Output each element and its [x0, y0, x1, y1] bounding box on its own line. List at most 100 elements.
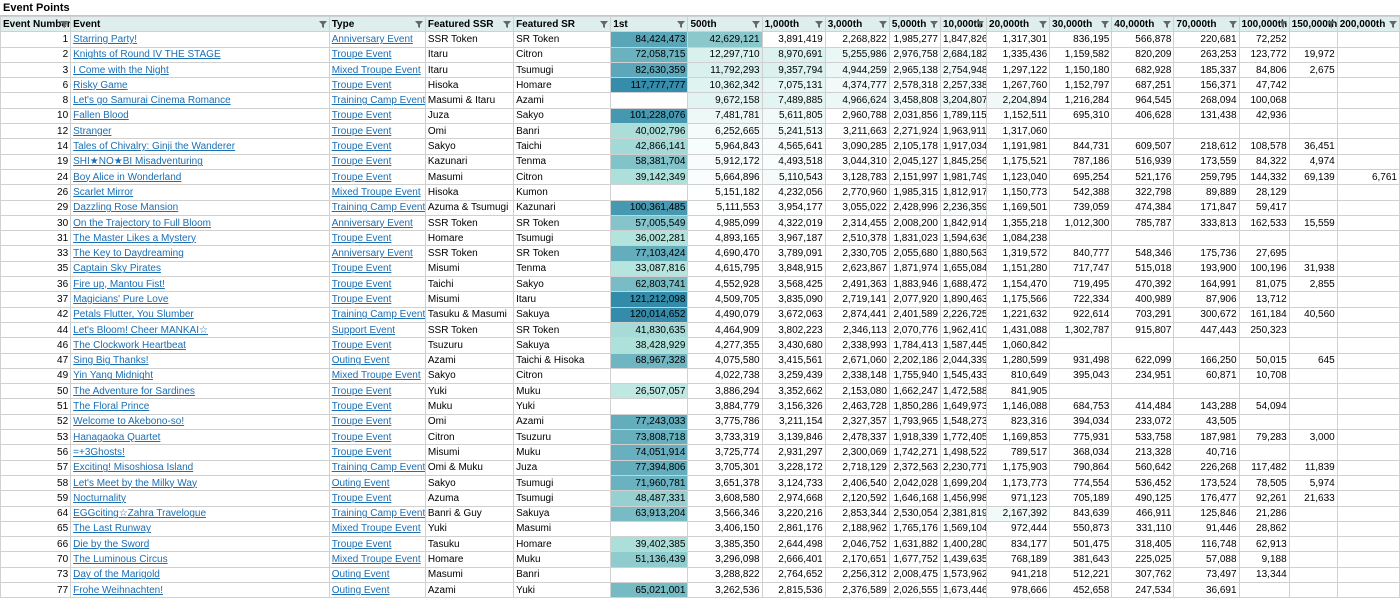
table-cell[interactable] [1049, 337, 1113, 354]
table-cell[interactable]: 3,211,154 [761, 413, 826, 431]
table-cell[interactable]: 43,505 [1173, 413, 1240, 431]
table-cell[interactable]: 4,974 [1288, 153, 1338, 170]
table-cell[interactable]: Tenma [513, 153, 612, 170]
table-cell[interactable]: Muku [513, 444, 612, 461]
filter-icon[interactable] [751, 21, 760, 28]
table-cell[interactable]: 42,866,141 [610, 138, 689, 155]
table-cell[interactable] [1288, 321, 1338, 339]
table-cell[interactable]: 10,708 [1238, 367, 1290, 385]
table-cell[interactable]: 6,252,665 [687, 123, 763, 140]
event-link[interactable]: Nocturnality [73, 492, 126, 504]
table-cell[interactable]: 9,357,794 [761, 61, 826, 79]
type-link[interactable]: Troupe Event [331, 232, 392, 244]
table-cell[interactable]: Troupe Event [328, 398, 426, 415]
table-cell[interactable]: 2,188,962 [824, 520, 890, 538]
type-link[interactable]: Troupe Event [331, 125, 392, 137]
table-cell[interactable]: Tenma [513, 260, 612, 278]
table-cell[interactable]: Troupe Event [328, 77, 426, 94]
table-cell[interactable]: 1,146,088 [986, 398, 1051, 415]
table-cell[interactable]: 3,156,326 [761, 398, 826, 415]
table-cell[interactable]: 65,021,001 [610, 581, 689, 599]
table-cell[interactable]: Muku [513, 551, 612, 568]
table-cell[interactable]: 1,742,271 [888, 444, 941, 461]
table-cell[interactable]: 74,051,914 [610, 444, 689, 461]
table-cell[interactable]: 171,847 [1173, 199, 1240, 216]
table-cell[interactable]: 3,128,783 [824, 168, 890, 186]
table-cell[interactable]: Yuki [513, 581, 612, 599]
type-link[interactable]: Troupe Event [331, 171, 392, 183]
table-cell[interactable]: Exciting! Misoshiosa Island [70, 459, 330, 476]
table-cell[interactable]: 44 [0, 321, 72, 339]
table-cell[interactable]: 57 [0, 459, 72, 476]
table-cell[interactable] [1288, 291, 1338, 308]
table-cell[interactable]: 515,018 [1111, 260, 1175, 278]
table-cell[interactable]: 3,406,150 [687, 520, 763, 538]
table-cell[interactable]: 2,257,338 [939, 77, 988, 94]
table-cell[interactable]: Scarlet Mirror [70, 184, 330, 201]
table-cell[interactable]: Frohe Weihnachten! [70, 581, 330, 599]
table-cell[interactable]: 768,189 [986, 551, 1051, 568]
event-link[interactable]: Knights of Round IV THE STAGE [73, 49, 221, 61]
column-header[interactable]: 70,000th [1173, 15, 1240, 33]
table-cell[interactable]: 1,216,284 [1049, 92, 1113, 109]
table-cell[interactable]: Troupe Event [328, 46, 426, 63]
table-cell[interactable]: On the Trajectory to Full Bloom [70, 214, 330, 232]
table-cell[interactable]: 1,631,882 [888, 536, 941, 553]
table-cell[interactable]: Kumon [513, 184, 612, 201]
table-cell[interactable] [1173, 123, 1240, 140]
table-cell[interactable]: 785,787 [1111, 214, 1175, 232]
type-link[interactable]: Troupe Event [331, 79, 392, 91]
type-link[interactable]: Training Camp Event [331, 202, 426, 214]
type-link[interactable]: Troupe Event [331, 156, 392, 168]
table-cell[interactable]: 333,813 [1173, 214, 1240, 232]
table-cell[interactable]: SR Token [513, 321, 612, 339]
table-cell[interactable]: 26 [0, 184, 72, 201]
table-cell[interactable]: 2,960,788 [824, 107, 890, 125]
table-cell[interactable]: 7,481,781 [687, 107, 763, 125]
table-cell[interactable]: Nocturnality [70, 490, 330, 507]
table-cell[interactable]: 790,864 [1049, 459, 1113, 476]
table-cell[interactable]: 166,250 [1173, 352, 1240, 369]
table-cell[interactable]: 1,319,572 [986, 245, 1051, 262]
table-cell[interactable]: Citron [424, 429, 515, 446]
table-cell[interactable]: 695,310 [1049, 107, 1113, 125]
table-cell[interactable]: 331,110 [1111, 520, 1175, 538]
table-cell[interactable]: 4,322,019 [761, 214, 826, 232]
table-cell[interactable]: 1,871,974 [888, 260, 941, 278]
table-cell[interactable]: 2,510,378 [824, 230, 890, 247]
table-cell[interactable]: 1,150,773 [986, 184, 1051, 201]
table-cell[interactable]: 1,880,563 [939, 245, 988, 262]
table-cell[interactable]: Support Event [328, 321, 426, 339]
table-cell[interactable]: 1,772,405 [939, 429, 988, 446]
event-link[interactable]: Boy Alice in Wonderland [73, 171, 182, 183]
table-cell[interactable]: 834,177 [986, 536, 1051, 553]
table-cell[interactable]: 2,578,318 [888, 77, 941, 94]
table-cell[interactable]: 60,871 [1173, 367, 1240, 385]
table-cell[interactable]: 36 [0, 276, 72, 293]
table-cell[interactable]: 36,002,281 [610, 230, 689, 247]
event-link[interactable]: Let's go Samurai Cinema Romance [73, 95, 231, 107]
table-cell[interactable]: 447,443 [1173, 321, 1240, 339]
table-cell[interactable]: 11,792,293 [687, 61, 763, 79]
table-cell[interactable]: 2,202,186 [888, 352, 941, 369]
table-cell[interactable]: 307,762 [1111, 566, 1175, 583]
table-cell[interactable]: 51,136,439 [610, 551, 689, 568]
table-cell[interactable]: 5,110,543 [761, 168, 826, 186]
table-cell[interactable]: 2,463,728 [824, 398, 890, 415]
table-cell[interactable]: 84,806 [1238, 61, 1290, 79]
table-cell[interactable]: Yuki [513, 398, 612, 415]
table-cell[interactable]: 2,314,455 [824, 214, 890, 232]
table-cell[interactable]: 645 [1288, 352, 1338, 369]
table-cell[interactable]: 2,055,680 [888, 245, 941, 262]
table-cell[interactable]: 2,815,536 [761, 581, 826, 599]
table-cell[interactable] [1336, 383, 1400, 400]
table-cell[interactable] [1336, 520, 1400, 538]
table-cell[interactable] [610, 520, 689, 538]
table-cell[interactable]: 3,139,846 [761, 429, 826, 446]
table-cell[interactable] [1336, 474, 1400, 492]
table-cell[interactable]: 2,151,997 [888, 168, 941, 186]
table-cell[interactable]: Omi [424, 413, 515, 431]
event-link[interactable]: SHI★NO★BI Misadventuring [73, 156, 203, 168]
table-cell[interactable]: 116,748 [1173, 536, 1240, 553]
table-cell[interactable]: 82,630,359 [610, 61, 689, 79]
